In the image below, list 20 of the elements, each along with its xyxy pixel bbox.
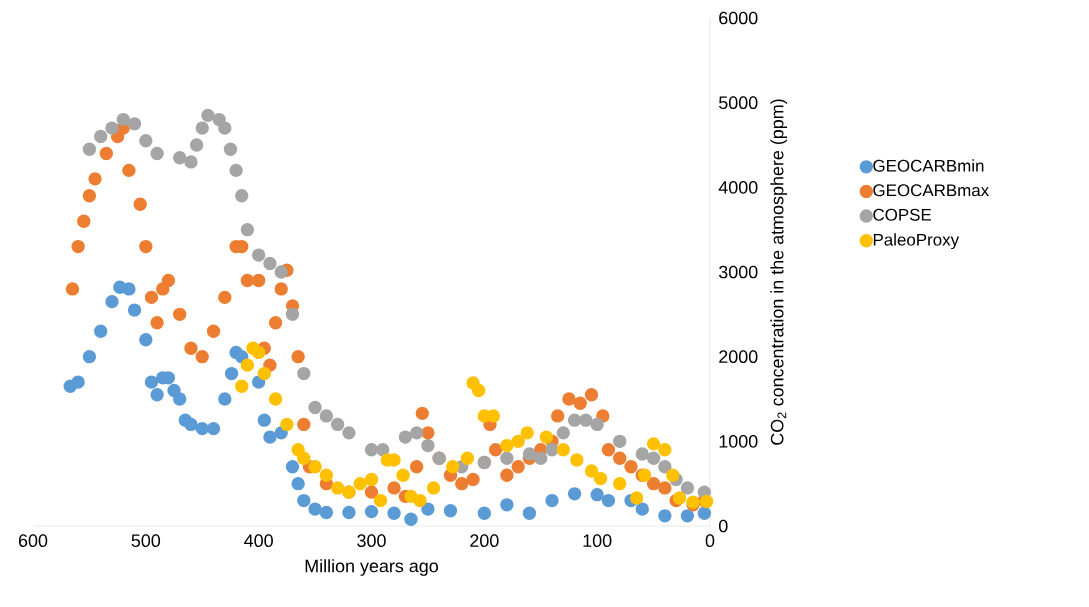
y-tick-label: 2000 (719, 350, 758, 364)
x-tick-label: 500 (131, 534, 161, 547)
legend-label: COPSE (873, 208, 932, 221)
legend-label: PaleoProxy (873, 233, 960, 250)
x-tick-label: 200 (470, 534, 499, 547)
x-tick-label: 400 (244, 534, 273, 547)
y-axis-title: CO$_{2}$ concentration in the atmosphere (ppm) (770, 99, 788, 445)
y-tick-label: 4000 (718, 180, 758, 194)
x-tick-label: 0 (705, 534, 715, 547)
y-tick-label: 5000 (719, 96, 758, 110)
x-tick-label: 600 (18, 534, 48, 547)
legend-label: GEOCARBmin (873, 159, 984, 172)
x-axis-title: Million years ago (305, 559, 438, 576)
y-tick-label: 0 (719, 519, 728, 533)
y-tick-label: 6000 (719, 11, 758, 25)
y-tick-label: 1000 (719, 434, 758, 448)
x-tick-label: 100 (583, 534, 612, 547)
x-tick-label: 300 (357, 534, 386, 547)
y-tick-label: 3000 (718, 265, 758, 279)
legend-label: GEOCARBmax (873, 184, 989, 197)
